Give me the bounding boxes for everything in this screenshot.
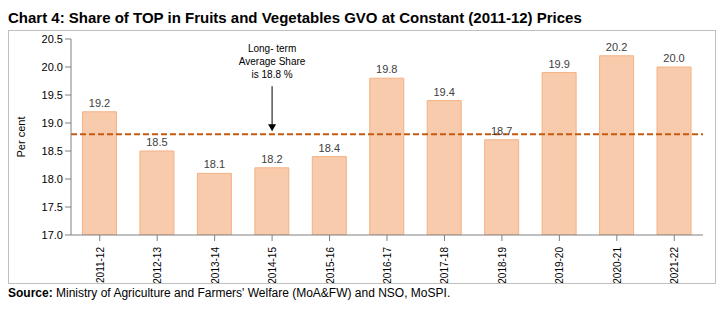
svg-text:2013-14: 2013-14 bbox=[210, 247, 221, 283]
svg-text:2019-20: 2019-20 bbox=[554, 247, 565, 283]
svg-text:2016-17: 2016-17 bbox=[382, 247, 393, 283]
svg-text:is 18.8 %: is 18.8 % bbox=[252, 69, 293, 80]
svg-text:18.2: 18.2 bbox=[261, 153, 282, 165]
svg-text:18.5: 18.5 bbox=[146, 136, 167, 148]
svg-text:19.9: 19.9 bbox=[548, 58, 569, 70]
svg-text:17.5: 17.5 bbox=[42, 201, 63, 213]
svg-text:19.8: 19.8 bbox=[376, 63, 397, 75]
html-text:Source: Ministry of Agricultur: Source: Ministry of Agriculture and Farm… bbox=[8, 286, 451, 300]
svg-text:18.4: 18.4 bbox=[319, 142, 340, 154]
svg-text:2011-12: 2011-12 bbox=[95, 247, 106, 283]
svg-text:2017-18: 2017-18 bbox=[439, 247, 450, 283]
svg-text:2021-22: 2021-22 bbox=[669, 247, 680, 283]
svg-text:19.4: 19.4 bbox=[434, 86, 455, 98]
svg-text:20.5: 20.5 bbox=[42, 33, 63, 45]
svg-text:Average Share: Average Share bbox=[239, 56, 306, 67]
svg-text:19.0: 19.0 bbox=[42, 117, 63, 129]
svg-text:2020-21: 2020-21 bbox=[612, 247, 623, 283]
svg-text:Long- term: Long- term bbox=[248, 43, 296, 54]
svg-text:20.0: 20.0 bbox=[42, 61, 63, 73]
svg-text:20.2: 20.2 bbox=[606, 41, 627, 53]
svg-text:19.2: 19.2 bbox=[89, 97, 110, 109]
svg-text:17.0: 17.0 bbox=[42, 229, 63, 241]
svg-text:2014-15: 2014-15 bbox=[267, 247, 278, 283]
html-text:Chart 4: Share of TOP in Fruit: Chart 4: Share of TOP in Fruits and Vege… bbox=[8, 9, 582, 26]
svg-text:20.0: 20.0 bbox=[663, 52, 684, 64]
svg-text:18.7: 18.7 bbox=[491, 125, 512, 137]
svg-text:18.5: 18.5 bbox=[42, 145, 63, 157]
svg-text:Per cent: Per cent bbox=[15, 117, 27, 158]
svg-text:18.0: 18.0 bbox=[42, 173, 63, 185]
svg-text:2018-19: 2018-19 bbox=[497, 247, 508, 283]
svg-text:18.1: 18.1 bbox=[204, 158, 225, 170]
svg-text:19.5: 19.5 bbox=[42, 89, 63, 101]
svg-text:2015-16: 2015-16 bbox=[325, 247, 336, 283]
svg-text:2012-13: 2012-13 bbox=[152, 247, 163, 283]
